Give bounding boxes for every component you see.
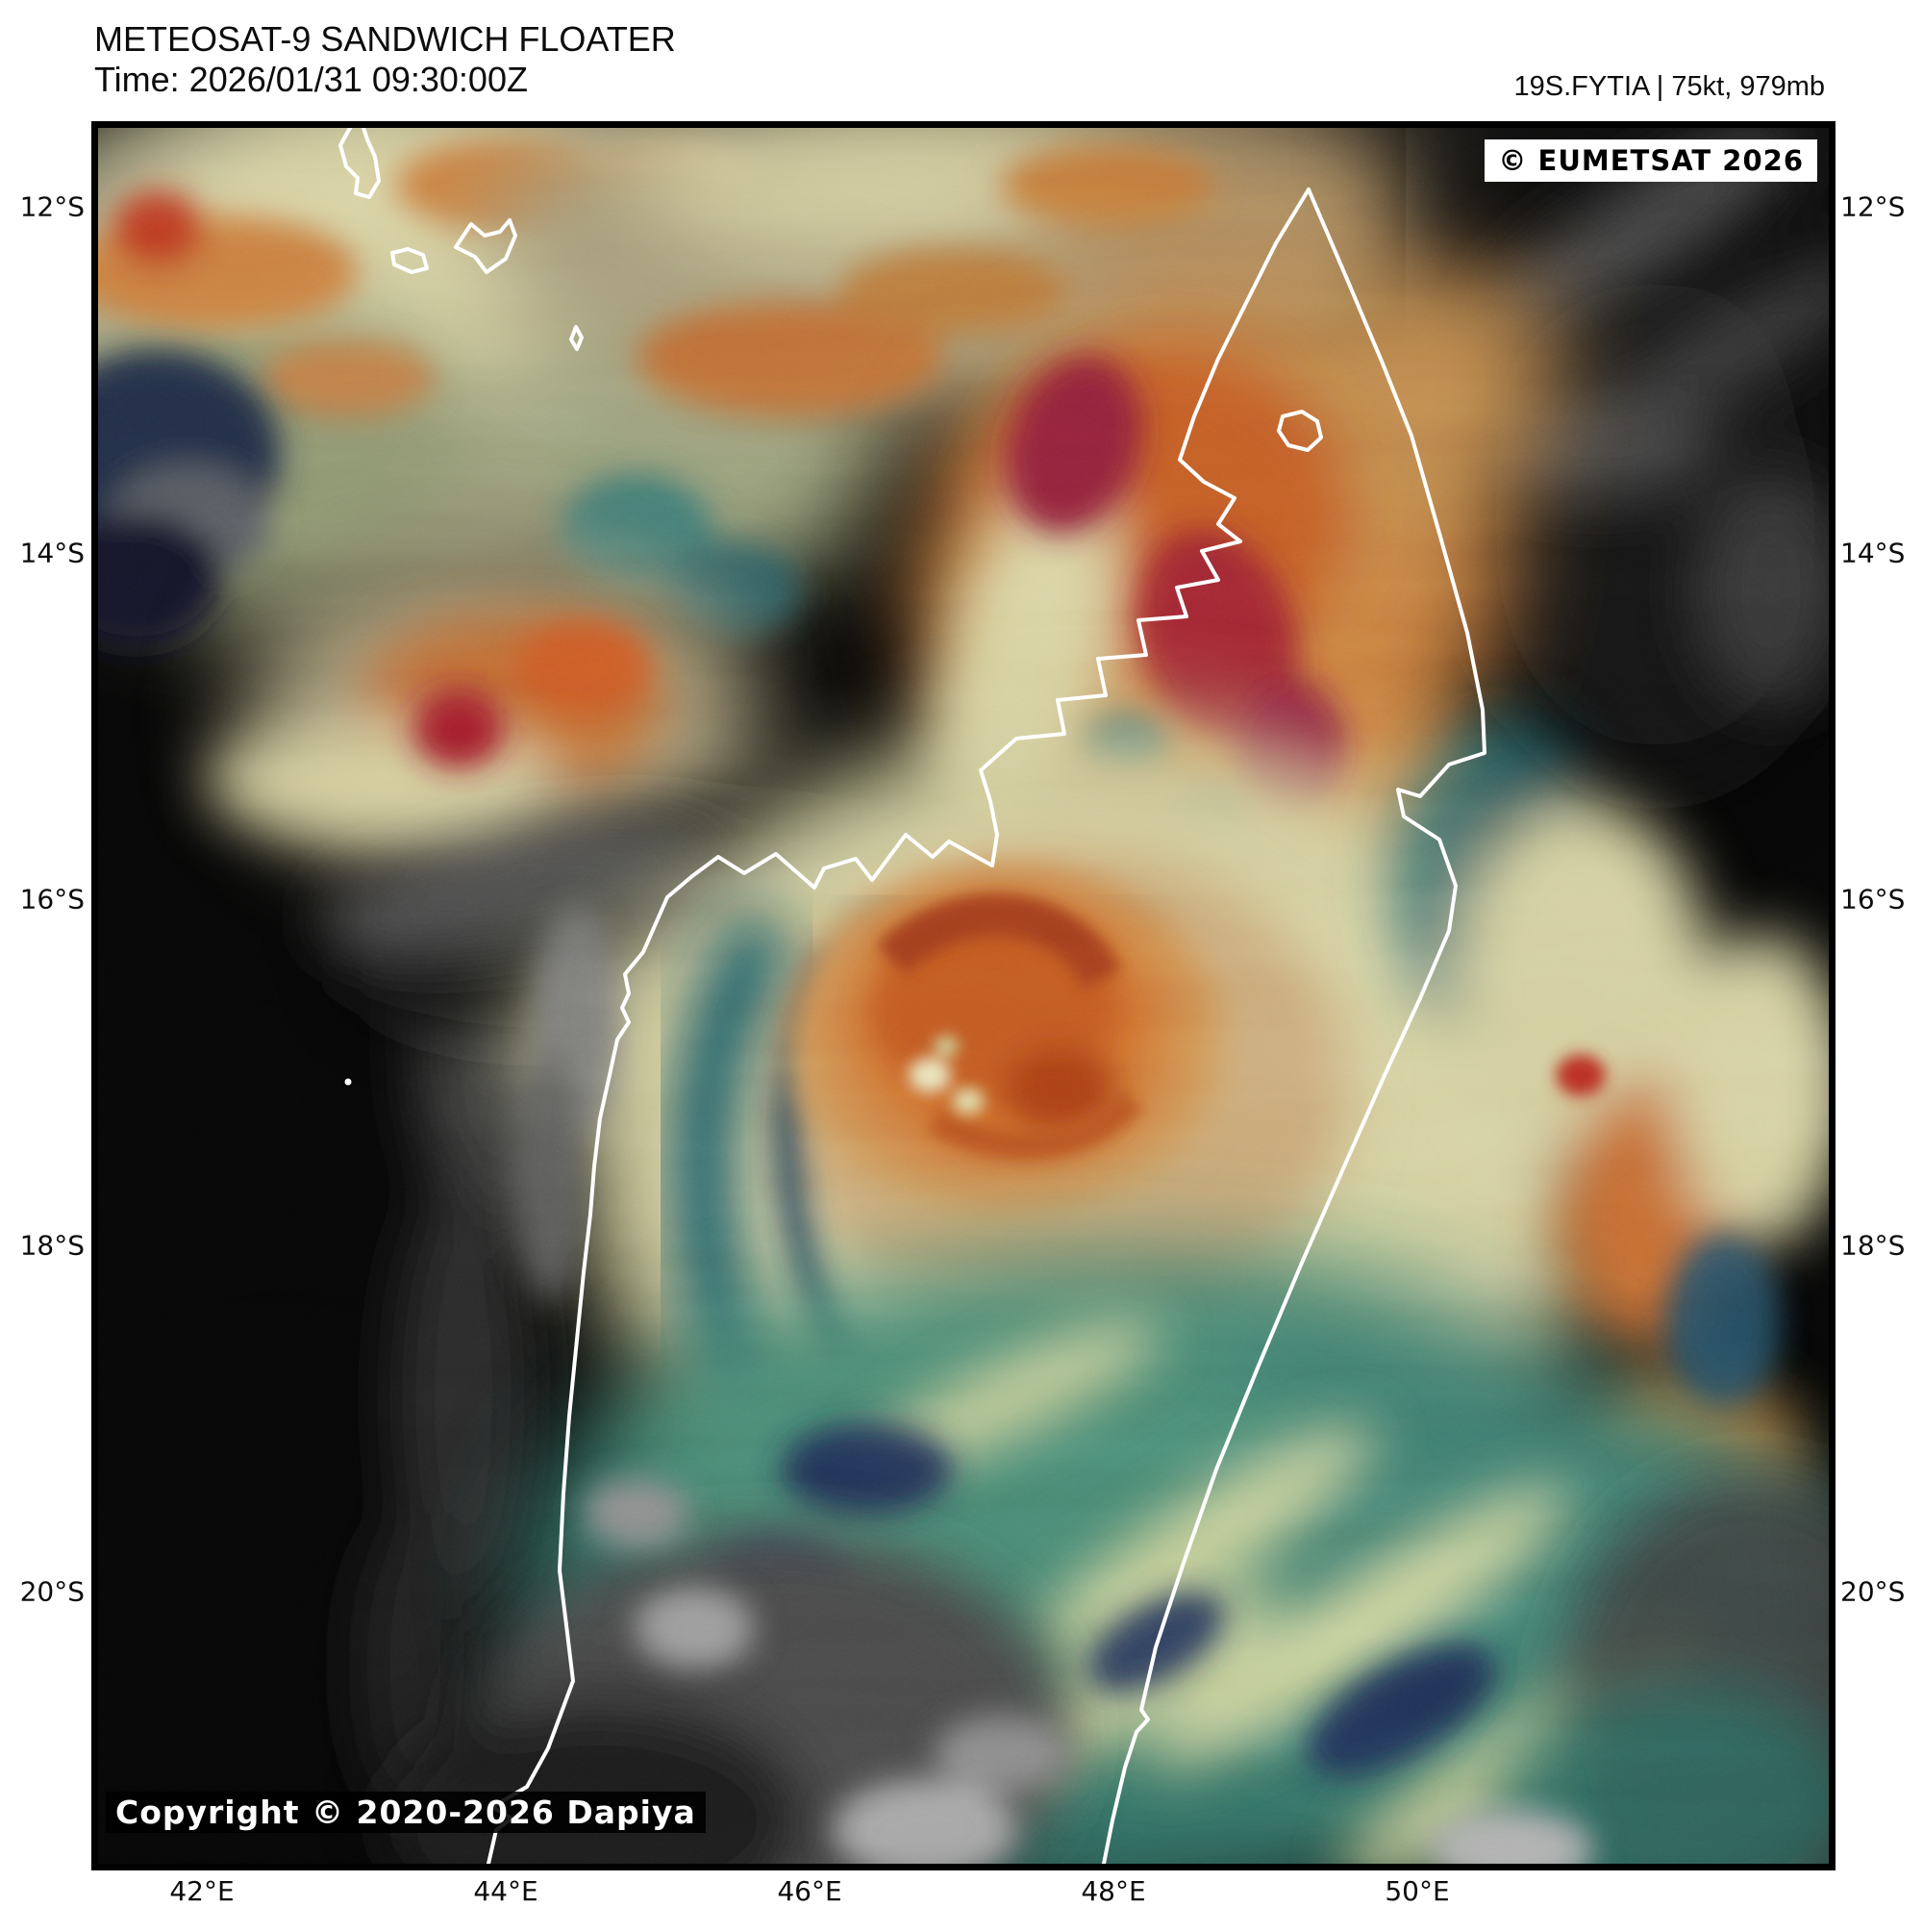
lat-label-left: 20°S <box>19 1575 85 1608</box>
product-title: METEOSAT-9 SANDWICH FLOATER <box>94 19 676 59</box>
eumetsat-badge: © EUMETSAT 2026 <box>1485 139 1817 182</box>
lat-label-left: 14°S <box>19 537 85 569</box>
timestamp: Time: 2026/01/31 09:30:00Z <box>94 60 528 99</box>
lat-label-left: 18°S <box>19 1229 85 1262</box>
lat-label-right: 16°S <box>1840 883 1906 916</box>
coastline-madagascar <box>487 188 1486 1864</box>
lat-label-right: 12°S <box>1840 190 1906 223</box>
lon-label: 44°E <box>473 1875 538 1907</box>
copyright-label: Copyright © 2020-2026 Dapiya <box>106 1792 706 1833</box>
map-frame: © EUMETSAT 2026 Copyright © 2020-2026 Da… <box>91 121 1836 1870</box>
lon-label: 46°E <box>777 1875 842 1907</box>
lat-label-right: 20°S <box>1840 1575 1906 1608</box>
lon-label: 48°E <box>1081 1875 1146 1907</box>
storm-info: 19S.FYTIA | 75kt, 979mb <box>1513 71 1825 102</box>
lat-label-left: 12°S <box>19 190 85 223</box>
lat-label-right: 14°S <box>1840 537 1906 569</box>
lon-label: 42°E <box>169 1875 235 1907</box>
satellite-image <box>98 128 1829 1864</box>
lat-label-left: 16°S <box>19 883 85 916</box>
lon-label: 50°E <box>1385 1875 1450 1907</box>
coastline-comoros-islands <box>338 128 584 351</box>
small-island-dot <box>344 1078 352 1086</box>
lat-label-right: 18°S <box>1840 1229 1906 1262</box>
